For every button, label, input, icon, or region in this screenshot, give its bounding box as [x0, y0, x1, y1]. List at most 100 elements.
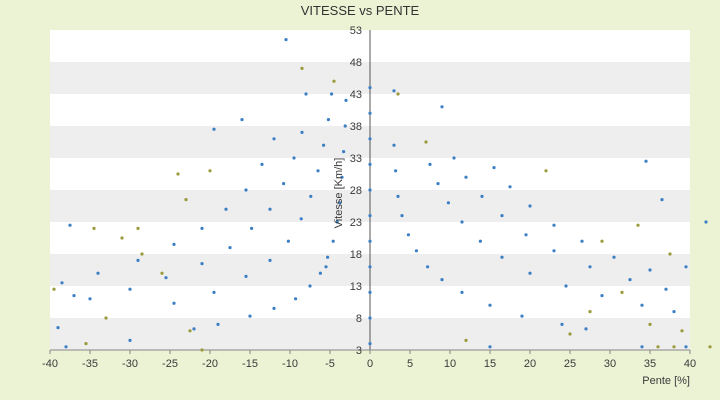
data-point: [520, 314, 524, 318]
data-point: [620, 290, 624, 294]
data-point: [436, 182, 440, 186]
data-point: [552, 249, 556, 253]
data-point: [368, 86, 372, 90]
data-point: [284, 38, 288, 42]
data-point: [309, 194, 313, 198]
y-tick-label: 18: [350, 249, 362, 261]
data-point: [368, 239, 372, 243]
data-point: [72, 294, 76, 298]
data-point: [192, 327, 196, 331]
data-point: [272, 306, 276, 310]
data-point: [250, 226, 254, 230]
data-point: [460, 290, 464, 294]
data-point: [680, 329, 684, 333]
y-tick-label: 48: [350, 57, 362, 69]
data-point: [92, 226, 96, 230]
y-tick-label: 8: [356, 313, 362, 325]
data-point: [300, 130, 304, 134]
data-point: [528, 204, 532, 208]
data-point: [580, 239, 584, 243]
data-point: [508, 185, 512, 189]
data-point: [500, 214, 504, 218]
data-point: [216, 322, 220, 326]
data-point: [286, 239, 290, 243]
data-point: [704, 220, 708, 224]
x-tick-label: 15: [484, 358, 496, 370]
data-point: [340, 175, 344, 179]
data-point: [52, 287, 56, 291]
data-point: [300, 66, 304, 70]
y-tick-label: 13: [350, 281, 362, 293]
x-tick-label: -20: [202, 358, 218, 370]
data-point: [452, 156, 456, 160]
data-point: [299, 217, 303, 221]
data-point: [446, 201, 450, 205]
data-point: [656, 345, 660, 349]
data-point: [368, 162, 372, 166]
x-tick-label: 30: [604, 358, 616, 370]
data-point: [176, 172, 180, 176]
chart-title: VITESSE vs PENTE: [301, 3, 420, 18]
data-point: [68, 223, 72, 227]
y-axis-label: Vitesse [Km/h]: [333, 158, 345, 229]
data-point: [128, 287, 132, 291]
data-point: [368, 265, 372, 269]
y-tick-label: 53: [350, 25, 362, 37]
x-tick-label: -15: [242, 358, 258, 370]
data-point: [460, 220, 464, 224]
data-point: [304, 92, 308, 96]
x-tick-label: 40: [684, 358, 696, 370]
data-point: [326, 118, 330, 122]
x-tick-label: 5: [407, 358, 413, 370]
data-point: [318, 271, 322, 275]
data-point: [338, 201, 342, 205]
data-point: [96, 271, 100, 275]
data-point: [343, 124, 347, 128]
data-point: [708, 345, 712, 349]
data-point: [188, 329, 192, 333]
data-point: [426, 265, 430, 269]
data-point: [184, 198, 188, 202]
data-point: [368, 214, 372, 218]
x-tick-label: 10: [444, 358, 456, 370]
data-point: [600, 239, 604, 243]
data-point: [322, 143, 326, 147]
data-point: [428, 162, 432, 166]
data-points: [52, 38, 712, 352]
data-point: [488, 303, 492, 307]
data-point: [368, 342, 372, 346]
data-point: [524, 233, 528, 237]
y-tick-label: 23: [350, 217, 362, 229]
data-point: [128, 338, 132, 342]
data-point: [644, 159, 648, 163]
x-tick-label: 35: [644, 358, 656, 370]
data-point: [628, 278, 632, 282]
data-point: [368, 316, 372, 320]
x-tick-label: 25: [564, 358, 576, 370]
data-point: [332, 79, 336, 83]
data-point: [294, 297, 298, 301]
data-point: [400, 214, 404, 218]
data-point: [335, 220, 339, 224]
y-tick-label: 43: [350, 89, 362, 101]
data-point: [672, 345, 676, 349]
data-point: [500, 255, 504, 259]
data-point: [600, 294, 604, 298]
y-tick-label: 38: [350, 121, 362, 133]
data-point: [528, 271, 532, 275]
data-point: [200, 348, 204, 352]
data-point: [136, 258, 140, 262]
data-point: [394, 169, 398, 173]
data-point: [172, 301, 176, 305]
data-point: [260, 162, 264, 166]
data-point: [84, 342, 88, 346]
data-point: [684, 265, 688, 269]
data-point: [492, 166, 496, 170]
data-point: [268, 207, 272, 211]
data-point: [672, 310, 676, 314]
data-point: [136, 226, 140, 230]
data-point: [268, 258, 272, 262]
data-point: [308, 284, 312, 288]
